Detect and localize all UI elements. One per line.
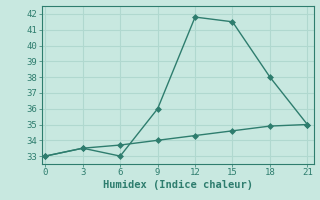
X-axis label: Humidex (Indice chaleur): Humidex (Indice chaleur) <box>103 180 252 190</box>
